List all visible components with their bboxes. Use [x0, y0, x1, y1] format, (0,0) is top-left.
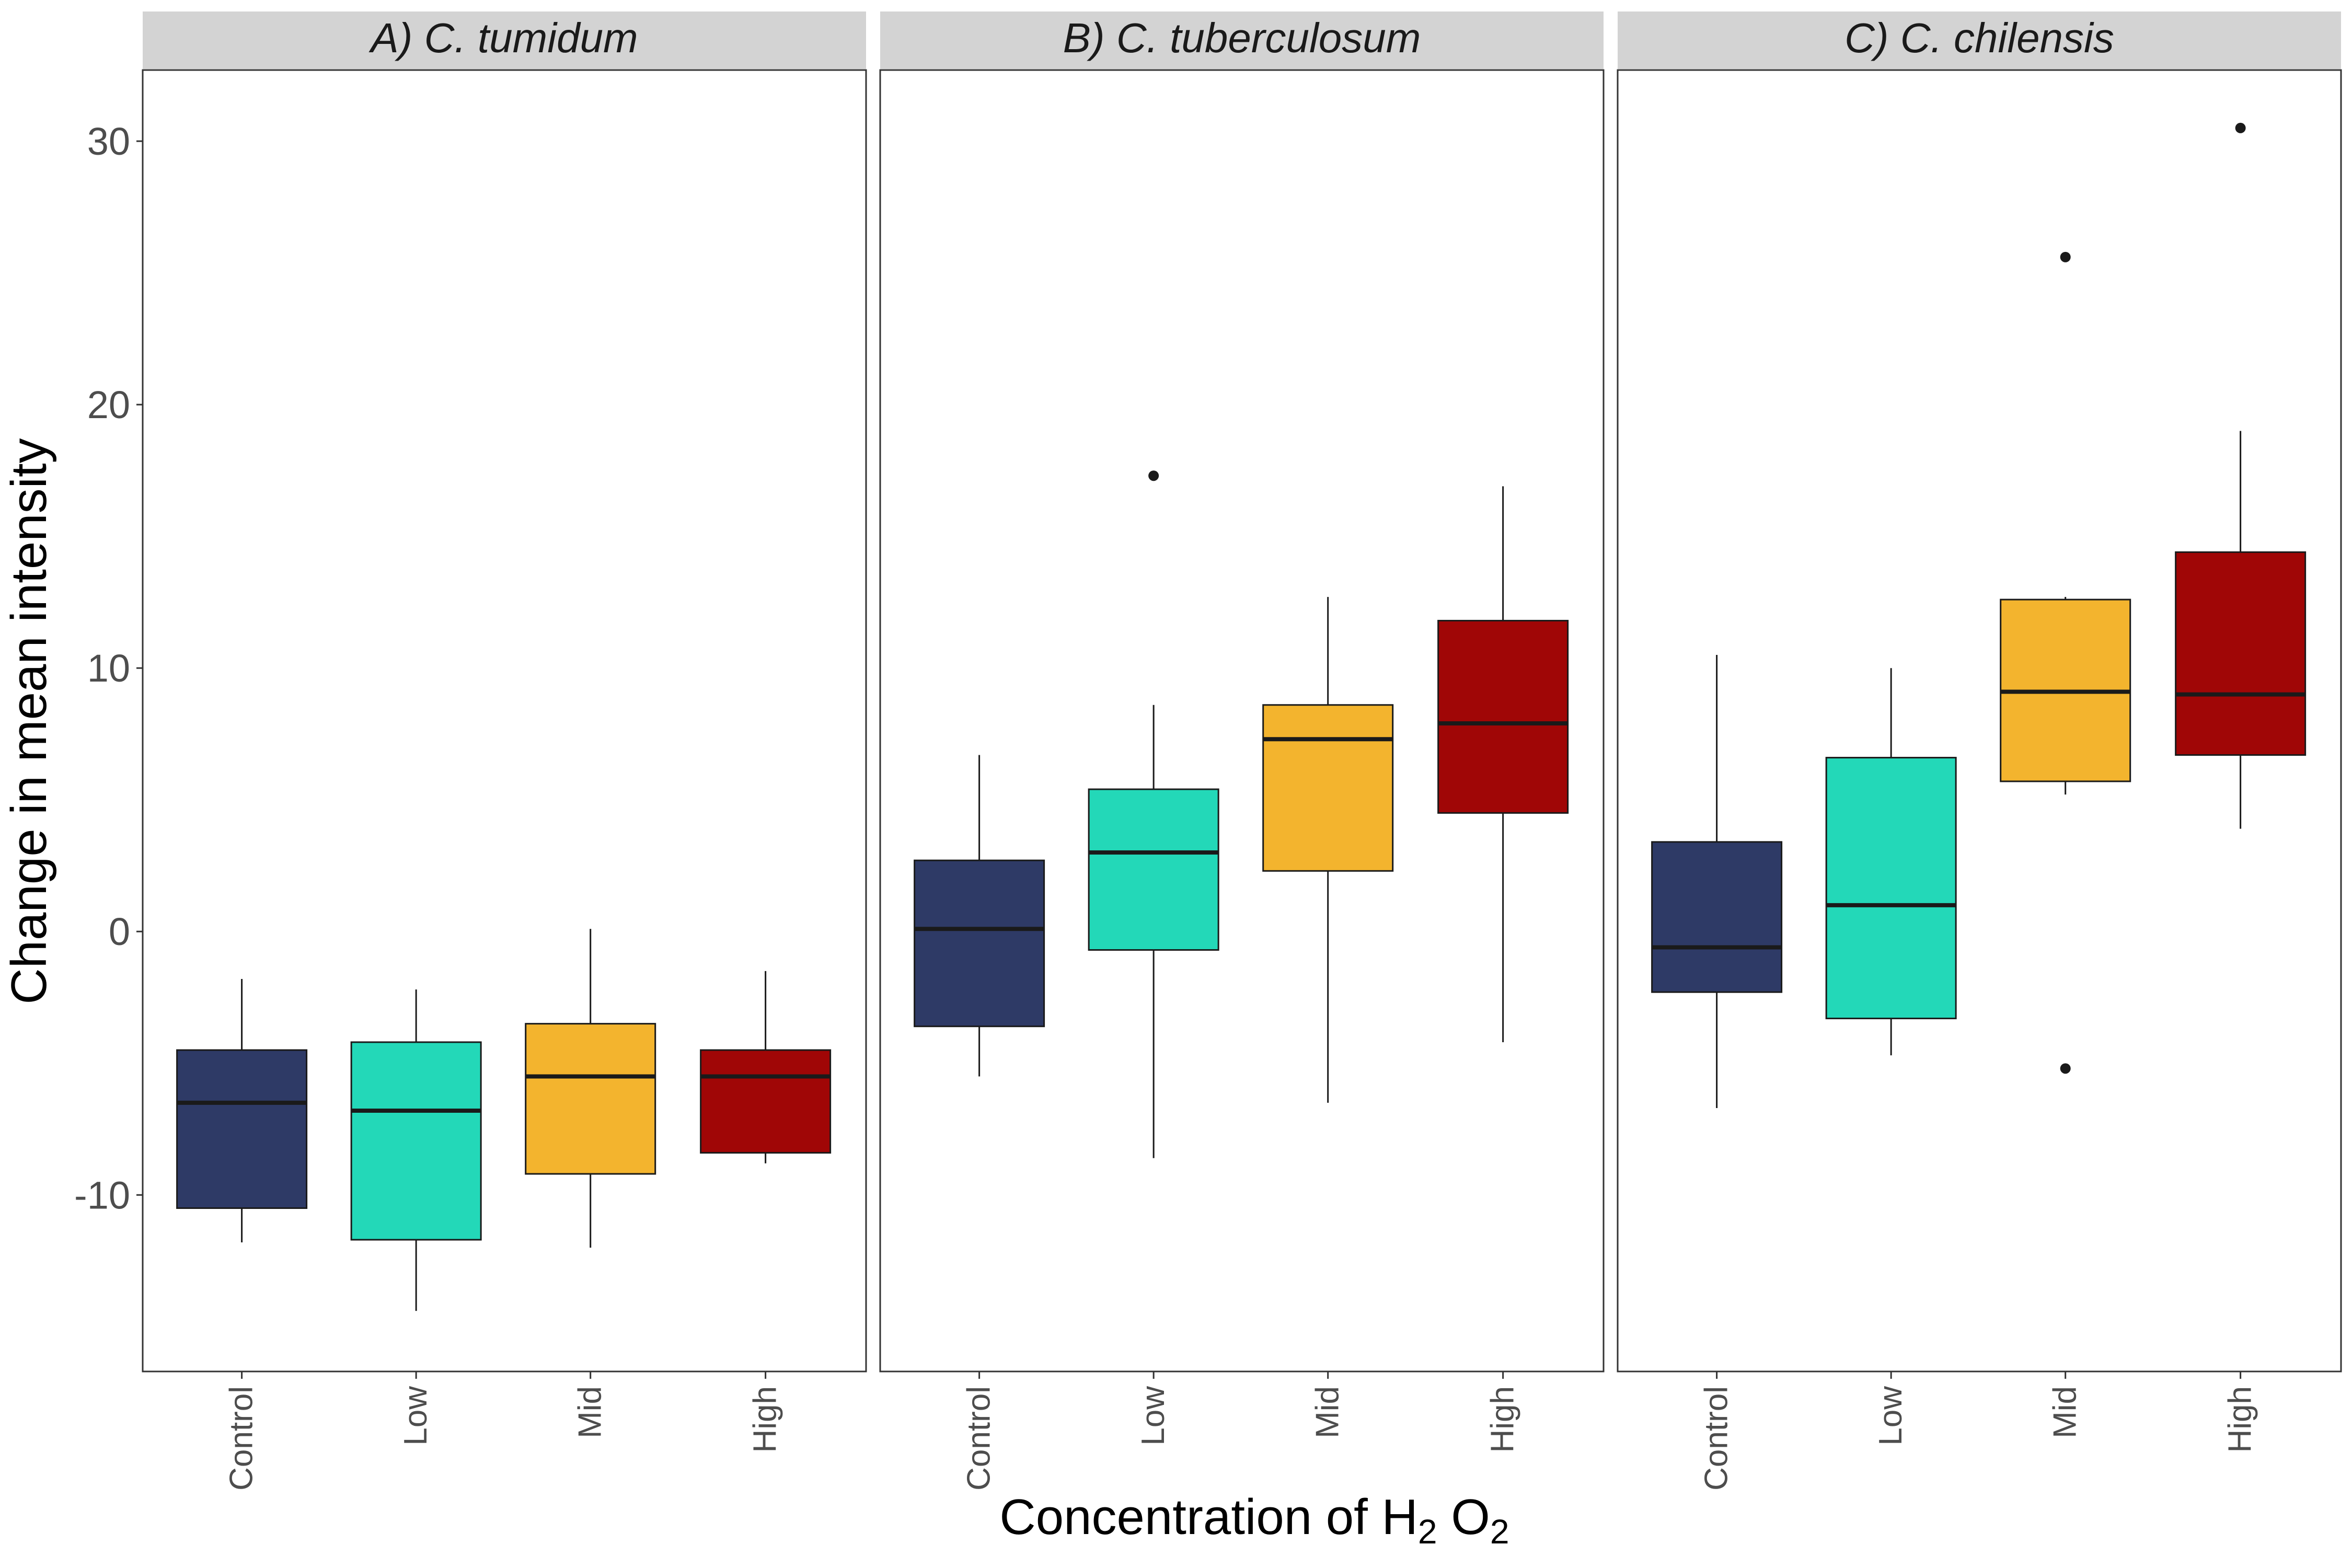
box-mid	[525, 929, 656, 1248]
box-body	[525, 1023, 656, 1175]
facet-panel: B) C. tuberculosum Control Low Mid High	[879, 11, 1605, 1491]
x-axis-title-text: Concentration of	[999, 1489, 1368, 1545]
box-body	[2175, 551, 2307, 756]
box-mid	[2000, 251, 2131, 1074]
x-axis-title-h-sub: 2	[1418, 1512, 1437, 1551]
box-body	[1262, 704, 1394, 872]
facet-header	[1618, 11, 2341, 69]
outlier-point	[1148, 470, 1159, 481]
x-axis-title-o-sub: 2	[1490, 1512, 1509, 1551]
box-mid	[1262, 597, 1394, 1103]
x-tick-label: Control	[961, 1386, 997, 1491]
x-tick-label: High	[1485, 1386, 1521, 1453]
box-body	[350, 1041, 482, 1241]
facet-header	[143, 11, 866, 69]
outlier-point	[2060, 1063, 2071, 1074]
y-axis-title: Change in mean intensity	[1, 438, 57, 1004]
x-axis-title: Concentration of H2 O2	[999, 1489, 1509, 1551]
facet-header	[880, 11, 1604, 69]
y-tick-label: -10	[74, 1173, 130, 1217]
y-tick-label: 10	[87, 647, 130, 690]
facet-title: A) C. tumidum	[368, 15, 638, 61]
x-tick-label: Low	[1135, 1386, 1171, 1446]
facet-title: B) C. tuberculosum	[1063, 15, 1421, 61]
box-body	[176, 1049, 308, 1209]
box-low	[1825, 668, 1957, 1056]
x-tick-label: Low	[1873, 1386, 1909, 1446]
box-control	[176, 978, 308, 1243]
x-tick-label: Control	[224, 1386, 260, 1491]
outlier-point	[2060, 251, 2071, 262]
box-control	[1651, 654, 1783, 1108]
outlier-point	[2235, 122, 2246, 133]
facet-title: C) C. chilensis	[1844, 15, 2114, 61]
box-low	[1088, 470, 1219, 1158]
box-high	[700, 971, 832, 1163]
x-tick-label: Mid	[1310, 1386, 1346, 1438]
x-tick-label: Mid	[572, 1386, 608, 1438]
facet-panel: C) C. chilensis Control Low Mid High	[1617, 11, 2342, 1491]
box-control	[914, 755, 1045, 1077]
box-body	[1088, 788, 1219, 951]
box-high	[1437, 486, 1569, 1042]
x-tick-label: High	[2222, 1386, 2258, 1453]
box-body	[1825, 757, 1957, 1020]
y-tick-label: 30	[87, 120, 130, 163]
box-body	[914, 859, 1045, 1028]
box-low	[350, 989, 482, 1311]
box-body	[1651, 841, 1783, 993]
y-tick-label: 20	[87, 383, 130, 426]
x-tick-label: High	[747, 1386, 783, 1453]
x-axis-title-h: H	[1382, 1489, 1418, 1545]
y-axis: -10 0 10 20 30	[74, 120, 143, 1217]
facet-panel: A) C. tumidum Control Low Mid High	[142, 11, 867, 1491]
box-high	[2175, 122, 2307, 829]
box-body	[1437, 619, 1569, 814]
box-body	[700, 1049, 832, 1154]
x-tick-label: Mid	[2047, 1386, 2083, 1438]
x-tick-label: Low	[398, 1386, 434, 1446]
y-tick-label: 0	[109, 910, 130, 953]
x-tick-label: Control	[1699, 1386, 1735, 1491]
x-axis-title-o: O	[1451, 1489, 1490, 1545]
